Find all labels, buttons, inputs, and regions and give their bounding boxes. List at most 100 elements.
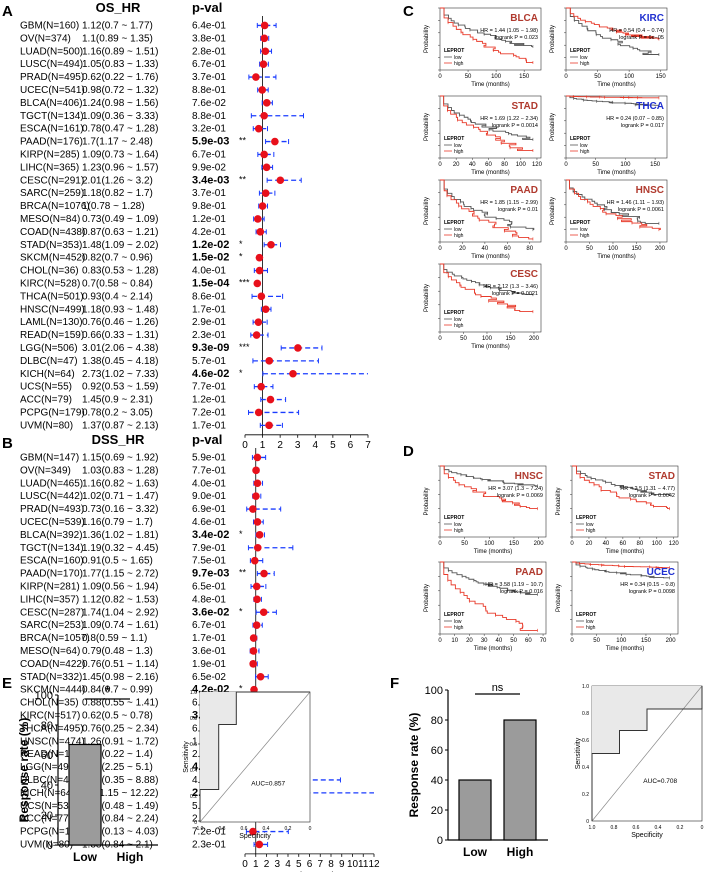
km-legend-title: LEPROT (576, 612, 596, 618)
row-name: UCS(N=55) (20, 382, 72, 393)
bar-y-tick-label: 40 (431, 775, 443, 787)
roc-y-label: Sensitivity (183, 741, 190, 773)
panel-label-f: F (390, 675, 399, 692)
row-sig-stars: * (239, 684, 243, 694)
hr-point (254, 124, 263, 133)
row-pval: 3.4e-03 (192, 174, 229, 186)
roc-curve (591, 686, 703, 821)
row-pval: 6.7e-01 (192, 620, 226, 631)
km-legend-title: LEPROT (570, 48, 590, 54)
row-hr-ci: 0.73(0.16 ~ 3.32) (82, 504, 158, 515)
row-sig-stars: *** (239, 277, 250, 287)
km-legend-title: LEPROT (444, 136, 464, 142)
row-name: CHOL(N=35) (20, 698, 79, 709)
row-pval: 1.7e-01 (192, 304, 226, 315)
row-sig-stars: * (239, 239, 243, 249)
row-hr-ci: 3.01(2.06 ~ 4.38) (82, 343, 158, 354)
km-plot-frame (439, 561, 547, 635)
km-x-tick-label: 100 (482, 336, 493, 342)
km-x-tick-label: 100 (616, 638, 627, 644)
row-hr-ci: 1.09(0.56 ~ 1.94) (82, 581, 158, 592)
km-x-tick-label: 50 (586, 246, 593, 252)
row-hr-ci: 1.02(0.71 ~ 1.47) (82, 491, 158, 502)
bar-y-label: Response rate (%) (407, 713, 421, 818)
pval-header: p-val (192, 432, 222, 447)
km-legend-low: low (454, 619, 462, 625)
row-hr-ci: 0.62(0.22 ~ 1.76) (82, 72, 158, 83)
bar-y-tick-label: 100 (425, 685, 443, 697)
row-name: PCPG(N=179) (20, 407, 85, 418)
roc-shaded-area (592, 686, 702, 821)
roc-x-tick-label: 0 (309, 826, 312, 832)
row-name: LUAD(N=465) (20, 478, 83, 489)
km-hr-text: HR = 2.5 (1.31 − 4.77) (620, 486, 675, 492)
km-curve-high (440, 179, 533, 240)
bar-y-tick-label: 60 (431, 745, 443, 757)
row-pval: 6.5e-01 (192, 581, 226, 592)
km-y-label: Probability (424, 197, 430, 225)
bar-y-label: Response rate (%) (17, 718, 31, 823)
km-curve-low (572, 561, 670, 579)
km-x-tick-label: 150 (631, 246, 642, 252)
km-cancer-title: STAD (649, 471, 675, 482)
km-legend-high: high (454, 149, 464, 155)
row-name: CESC(N=291) (20, 175, 84, 186)
row-pval: 3.7e-01 (192, 72, 226, 83)
km-cancer-title: PAAD (515, 567, 543, 578)
hr-point (255, 266, 264, 275)
km-cancer-title: PAAD (510, 185, 538, 196)
hr-point (254, 215, 262, 223)
row-hr-ci: 1.16(0.79 ~ 1.7) (82, 517, 153, 528)
row-hr-ci: 0.79(0.48 ~ 1.3) (82, 646, 153, 657)
km-x-tick-label: 20 (466, 638, 473, 644)
row-hr-ci: 1.09(0.73 ~ 1.64) (82, 149, 158, 160)
km-x-tick-label: 80 (501, 162, 508, 168)
row-name: MESO(N=84) (20, 214, 80, 225)
km-x-tick-label: 50 (460, 336, 467, 342)
km-x-tick-label: 50 (461, 541, 468, 547)
hr-header: OS_HR (96, 0, 141, 15)
bar-low (458, 779, 492, 841)
row-pval: 5.7e-01 (192, 356, 226, 367)
row-name: KICH(N=64) (20, 369, 75, 380)
row-hr-ci: 0.66(0.33 ~ 1.31) (82, 330, 158, 341)
km-legend-high: high (454, 233, 464, 239)
row-hr-ci: 1(0.78 ~ 1.28) (82, 201, 145, 212)
row-name: BRCA(N=1057) (20, 633, 90, 644)
roc-x-tick-label: 0.6 (633, 825, 640, 831)
km-x-label: Time (months) (471, 254, 509, 260)
row-name: KICH(N=64) (20, 788, 75, 799)
km-curve-low (440, 95, 533, 140)
km-legend-low: low (580, 55, 588, 61)
row-pval: 1.9e-01 (192, 659, 226, 670)
row-name: UCS(N=53) (20, 801, 72, 812)
row-name: PCPG(N=179) (20, 827, 85, 838)
row-hr-ci: 1.7(1.17 ~ 2.48) (82, 137, 153, 148)
row-name: ESCA(N=160) (20, 556, 84, 567)
row-hr-ci: 1.38(0.45 ~ 4.18) (82, 356, 158, 367)
km-x-tick-label: 60 (620, 541, 627, 547)
x-tick-label: 6 (348, 440, 354, 451)
km-legend-high: high (454, 61, 464, 67)
row-name: BLCA(N=392) (20, 530, 83, 541)
row-name: PAAD(N=170) (20, 569, 83, 580)
km-x-tick-label: 200 (534, 541, 545, 547)
x-tick-label: 3 (274, 859, 280, 870)
row-hr-ci: 3.39(2.25 ~ 5.1) (82, 762, 153, 773)
km-curve-low (440, 561, 538, 595)
bar-y-tick-label: 40 (41, 780, 53, 792)
x-tick-label: 1 (260, 440, 266, 451)
row-name: KIRC(N=528) (20, 278, 80, 289)
bar-y-tick-label: 80 (41, 720, 53, 732)
hr-point (249, 647, 258, 655)
row-pval: 2.3e-01 (192, 330, 226, 341)
row-pval: 8.8e-01 (192, 111, 226, 122)
km-x-tick-label: 100 (652, 541, 663, 547)
km-legend-high: high (586, 625, 596, 631)
row-sig-stars: * (239, 368, 243, 378)
row-pval: 4.6e-02 (192, 368, 229, 380)
row-name: LUSC(N=494) (20, 59, 83, 70)
row-hr-ci: 0.98(0.72 ~ 1.32) (82, 85, 158, 96)
row-name: KIRC(N=517) (20, 710, 80, 721)
hr-point (259, 608, 268, 617)
